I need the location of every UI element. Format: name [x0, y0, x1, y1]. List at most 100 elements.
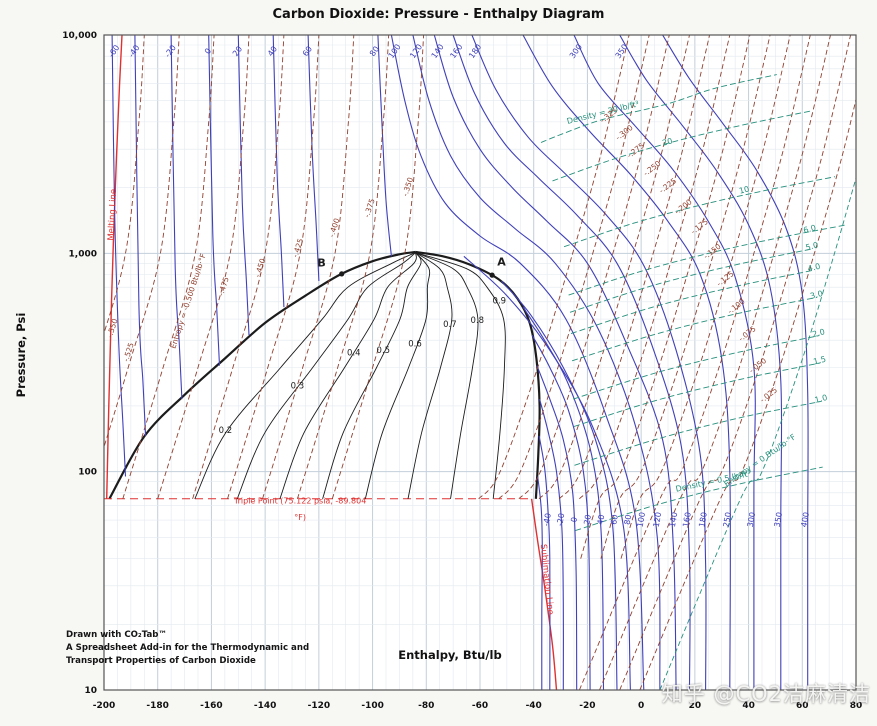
x-tick-label: -160: [200, 701, 223, 711]
curve-label: 4.0: [807, 262, 822, 274]
density-30: [540, 74, 777, 143]
entropy--0.525: [104, 35, 180, 449]
x-tick-label: 80: [850, 701, 863, 711]
curve-label: 300: [746, 511, 758, 528]
y-axis-title: Pressure, Psi: [14, 312, 28, 398]
curve-label: °F): [294, 513, 306, 522]
y-tick-label: 10,000: [62, 31, 97, 41]
curve-label: 20: [661, 136, 673, 147]
entropy--0.425: [227, 35, 320, 500]
x-tick-label: -180: [146, 701, 169, 711]
curve-label: 80: [623, 514, 634, 526]
curve-label: 6.0: [802, 223, 817, 235]
curve-label: 3.0: [809, 289, 824, 301]
curve-label: 60: [609, 514, 620, 526]
entropy--0.375: [296, 35, 390, 500]
isotherm-vapor-60F: [501, 280, 618, 690]
density-1.0: [574, 400, 822, 466]
isotherm-liquid-20F: [237, 35, 250, 336]
entropy--0.450: [192, 35, 285, 500]
entropy--0.275: [518, 35, 670, 500]
x-tick-label: -100: [361, 701, 384, 711]
quality-0.8: [415, 252, 479, 499]
isotherm-180F: [471, 35, 707, 690]
isotherm-250F: [522, 35, 731, 690]
curve-label: 0.4: [347, 349, 361, 359]
density-5: [569, 248, 813, 313]
curve-label: 0.2: [219, 426, 233, 436]
entropy--0.475: [157, 35, 250, 500]
isotherm-liquid--40F: [134, 35, 147, 436]
curve-label: 2.0: [811, 327, 826, 339]
curve-label: 20: [582, 514, 593, 526]
curve-label: -20: [555, 512, 566, 526]
curve-label: 1.5: [812, 355, 827, 367]
curve-label: 0.3: [291, 382, 305, 392]
curve-label: 0.7: [443, 320, 457, 330]
entropy--0.550: [104, 35, 145, 335]
credit-line-3: Transport Properties of Carbon Dioxide: [66, 656, 256, 666]
curve-label: 140: [668, 511, 680, 528]
x-tick-label: -200: [93, 701, 116, 711]
curve-label: 0.9: [493, 296, 507, 306]
quality-0.2: [194, 252, 416, 500]
x-tick-label: 60: [796, 701, 809, 711]
isotherm-liquid-60F: [307, 35, 320, 282]
density-2: [573, 335, 820, 400]
y-tick-label: 100: [78, 468, 97, 478]
curve-label: 0: [203, 47, 213, 56]
curve-label: 350: [773, 511, 785, 528]
quality-0.6: [364, 252, 431, 500]
density-0.5: [575, 466, 823, 532]
sublimation-line: [530, 498, 558, 690]
x-tick-label: -120: [308, 701, 331, 711]
chart-title: Carbon Dioxide: Pressure - Enthalpy Diag…: [272, 7, 605, 22]
density-20: [552, 110, 811, 182]
isotherm-140F: [433, 35, 677, 690]
isotherm-liquid--20F: [170, 35, 183, 400]
curve-label: Melting Line: [106, 189, 119, 241]
density-4: [570, 269, 815, 335]
curve-label: 1.0: [814, 393, 829, 405]
density-1.5: [573, 362, 821, 427]
curve-label: 180: [697, 511, 709, 528]
saturation-liquid: [108, 250, 416, 500]
quality-0.4: [279, 252, 417, 500]
isotherm-vapor-40F: [522, 306, 605, 690]
entropy--0.500: [122, 35, 215, 500]
credit-line-2: A Spreadsheet Add-in for the Thermodynam…: [66, 643, 310, 653]
density-10: [563, 176, 836, 248]
entropy--0.050: [619, 35, 852, 690]
point-B-dot: [339, 271, 345, 277]
entropy--0.025: [639, 97, 856, 690]
x-tick-label: -80: [418, 701, 434, 711]
curve-label: -40: [542, 512, 553, 526]
entropy-0: [659, 176, 856, 690]
entropy--0.350: [331, 35, 425, 500]
isotherm-vapor--60F: [537, 476, 543, 690]
quality-0.7: [407, 252, 453, 499]
entropy--0.325: [478, 35, 630, 500]
entropy--0.225: [558, 35, 711, 500]
isotherm-vapor--40F: [538, 435, 551, 690]
quality-0.9: [415, 252, 506, 499]
curve-label: 0.8: [471, 316, 485, 326]
curve-label: 5.0: [805, 240, 820, 252]
x-tick-label: -40: [526, 701, 542, 711]
density-6: [568, 224, 845, 296]
entropy--0.125: [620, 35, 791, 559]
curve-label: 0: [569, 516, 579, 523]
curve-label: 0.5: [377, 346, 391, 356]
entropy--0.100: [578, 35, 811, 690]
curve-label: 400: [799, 511, 811, 528]
quality-0.5: [322, 252, 422, 500]
curve-label: 100: [636, 511, 648, 528]
entropy--0.150: [600, 35, 771, 559]
entropy--0.200: [579, 35, 731, 500]
series-layer: [104, 35, 856, 690]
curve-label: 40: [596, 514, 607, 526]
curve-label: 250: [722, 511, 734, 528]
isotherm-120F: [412, 35, 661, 690]
credit-block: Drawn with CO₂Tab™ A Spreadsheet Add-in …: [66, 629, 309, 668]
